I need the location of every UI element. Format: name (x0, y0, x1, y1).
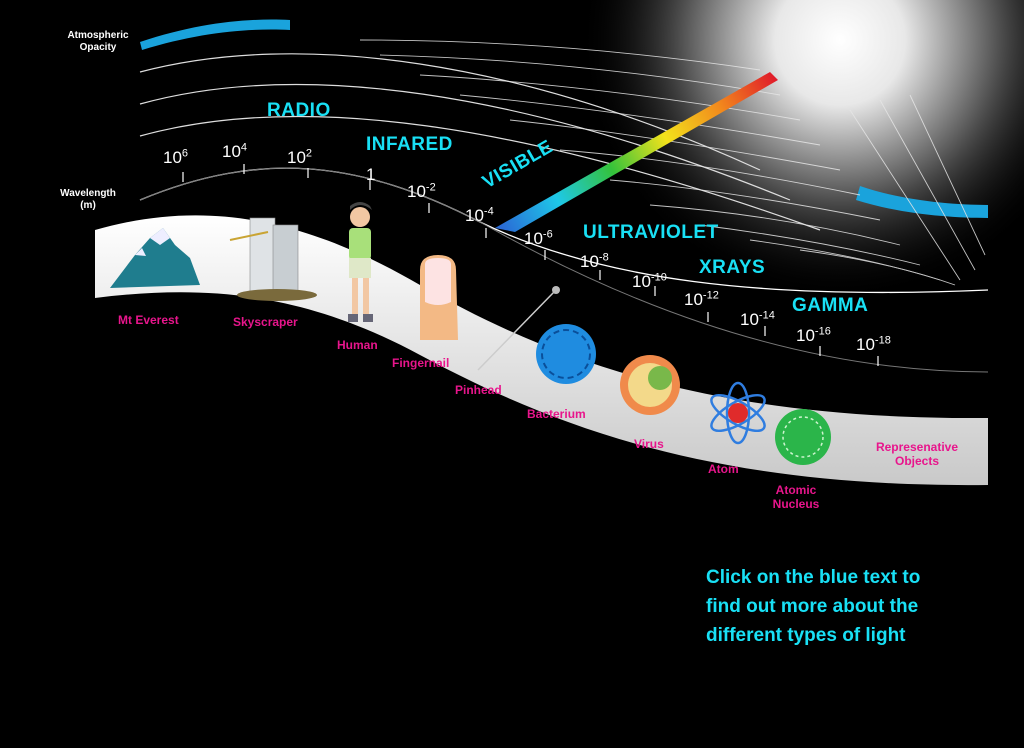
fingernail-icon (420, 255, 458, 340)
wavelength-tick-label: 104 (222, 141, 248, 161)
object-label-bacterium: Bacterium (527, 407, 586, 421)
object-label-fingernail: Fingernail (392, 356, 450, 370)
wavelength-tick-label: 10-12 (684, 289, 719, 309)
wavelength-tick-label: 10-6 (524, 228, 553, 248)
band-gamma-link[interactable]: GAMMA (792, 295, 869, 316)
visible-light-beam (495, 72, 778, 232)
instruction-text: Click on the blue text to find out more … (706, 567, 921, 646)
object-label-human: Human (337, 338, 378, 352)
wavelength-tick-label: 10-16 (796, 325, 831, 345)
wavelength-tick-label: 1 (366, 165, 376, 184)
wavelength-tick-label: 106 (163, 147, 189, 167)
wavelength-tick-label: 10-14 (740, 309, 775, 329)
human-icon (348, 202, 373, 322)
band-ultraviolet-link[interactable]: ULTRAVIOLET (583, 222, 719, 243)
band-xrays-link[interactable]: XRAYS (699, 257, 766, 278)
atmospheric-opacity-bar-left (140, 19, 290, 50)
mountain-icon (110, 228, 200, 288)
light-source-glow (580, 0, 1024, 300)
object-label-atomic-nucleus: Atomic Nucleus (772, 483, 820, 511)
band-infrared-link[interactable]: INFARED (366, 134, 453, 155)
skyscraper-icon (229, 217, 317, 301)
band-radio-link[interactable]: RADIO (267, 100, 331, 121)
bacterium-icon (536, 324, 596, 384)
object-label-atom: Atom (708, 462, 739, 476)
wavelength-tick-label: 10-8 (580, 251, 609, 271)
wavelength-tick-marks (182, 164, 879, 366)
wavelength-label: Wavelength (m) (60, 188, 116, 211)
atmosphere-curve (139, 83, 791, 201)
object-label-skyscraper: Skyscraper (233, 315, 298, 329)
pinhead-icon (477, 286, 560, 371)
object-label-mt-everest: Mt Everest (118, 313, 179, 327)
atmospheric-opacity-label: Atmospheric Opacity (67, 30, 129, 53)
wavelength-tick-label: 10-10 (632, 271, 667, 291)
wavelength-tick-label: 10-18 (856, 334, 891, 354)
representative-objects-label: Represenative Objects (875, 440, 959, 468)
atmosphere-curve (139, 53, 761, 171)
wavelength-axis-lower (139, 167, 989, 373)
wavelength-tick-label: 102 (287, 147, 313, 167)
object-label-virus: Virus (634, 437, 664, 451)
virus-icon (620, 355, 680, 415)
atomic-nucleus-icon (775, 409, 831, 465)
wavelength-tick-label: 10-4 (465, 205, 494, 225)
object-label-pinhead: Pinhead (455, 383, 502, 397)
wavelength-tick-label: 10-2 (407, 181, 436, 201)
atmosphere-curve (139, 115, 821, 231)
atmospheric-opacity-bar-right (856, 186, 988, 218)
atom-icon (710, 381, 766, 445)
